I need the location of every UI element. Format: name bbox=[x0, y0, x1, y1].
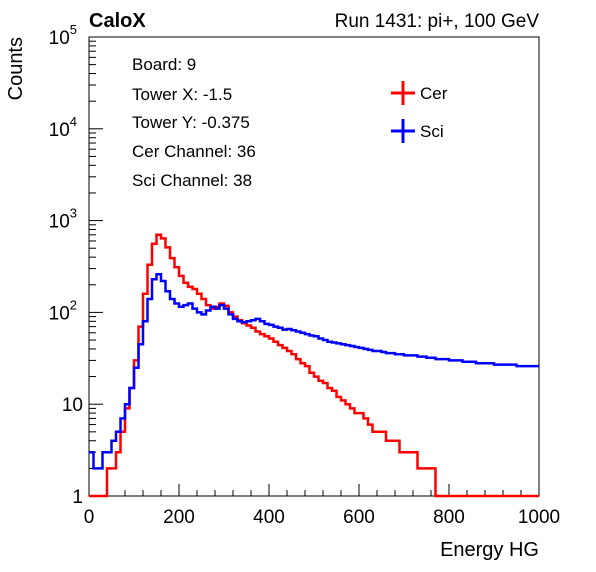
axis-ticks: 0 200 400 600 800 1000 1 10 102 103 104 105 bbox=[49, 22, 561, 528]
y-tick-label: 104 bbox=[49, 114, 77, 141]
plot-frame bbox=[88, 36, 540, 497]
x-tick-label: 600 bbox=[343, 507, 375, 528]
y-tick-exponent: 4 bbox=[70, 114, 77, 129]
info-box bbox=[120, 46, 360, 196]
info-tower-y: Tower Y: -0.375 bbox=[132, 113, 250, 132]
y-tick-exponent: 3 bbox=[70, 206, 77, 221]
x-tick-label: 200 bbox=[163, 507, 195, 528]
legend: Cer Sci bbox=[391, 81, 448, 143]
legend-sci-label: Sci bbox=[420, 122, 444, 141]
y-tick-exponent: 5 bbox=[70, 22, 77, 37]
info-board: Board: 9 bbox=[132, 55, 196, 74]
info-sci-channel: Sci Channel: 38 bbox=[132, 171, 252, 190]
legend-sci: Sci bbox=[391, 119, 444, 143]
y-tick-label: 102 bbox=[49, 297, 77, 324]
y-axis-label: Counts bbox=[5, 37, 27, 100]
y-tick-exponent: 2 bbox=[70, 297, 77, 312]
legend-cer-label: Cer bbox=[420, 84, 448, 103]
y-tick-label: 105 bbox=[49, 22, 77, 49]
info-box-lines: Board: 9 Tower X: -1.5 Tower Y: -0.375 C… bbox=[132, 55, 256, 190]
x-tick-label: 0 bbox=[84, 507, 95, 528]
run-label: Run 1431: pi+, 100 GeV bbox=[335, 11, 540, 32]
y-tick-label: 103 bbox=[49, 206, 77, 233]
x-tick-label: 800 bbox=[433, 507, 465, 528]
experiment-label: CaloX bbox=[89, 10, 146, 32]
x-tick-label: 1000 bbox=[518, 507, 560, 528]
x-tick-label: 400 bbox=[253, 507, 285, 528]
info-cer-channel: Cer Channel: 36 bbox=[132, 142, 256, 161]
legend-cer: Cer bbox=[391, 81, 448, 105]
y-tick-label: 10 bbox=[62, 395, 83, 416]
series-sci-line bbox=[89, 273, 539, 470]
info-tower-x: Tower X: -1.5 bbox=[132, 85, 232, 104]
x-axis-label: Energy HG bbox=[440, 539, 539, 561]
data-series bbox=[89, 233, 539, 498]
y-tick-label: 1 bbox=[72, 487, 83, 508]
series-cer-line bbox=[89, 233, 539, 498]
